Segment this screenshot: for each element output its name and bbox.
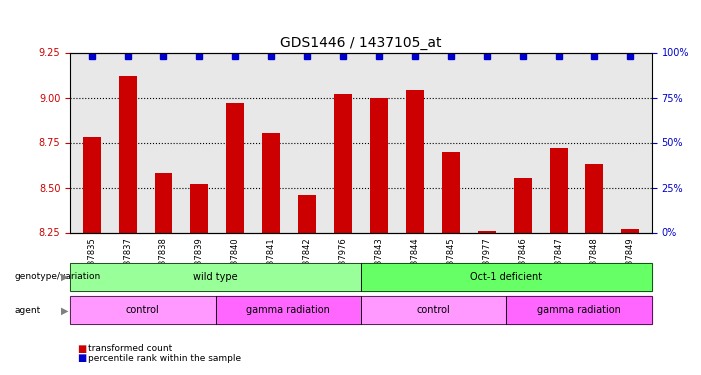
- Text: genotype/variation: genotype/variation: [14, 272, 100, 281]
- Text: gamma radiation: gamma radiation: [246, 305, 330, 315]
- Text: control: control: [126, 305, 160, 315]
- Bar: [118, 76, 137, 232]
- Bar: [478, 231, 496, 232]
- Bar: [83, 137, 101, 232]
- Bar: [226, 103, 244, 232]
- Text: ▶: ▶: [62, 305, 69, 315]
- Bar: [550, 148, 568, 232]
- Text: agent: agent: [14, 306, 40, 315]
- Bar: [585, 164, 604, 232]
- Text: percentile rank within the sample: percentile rank within the sample: [88, 354, 240, 363]
- Bar: [154, 173, 172, 232]
- Bar: [191, 184, 208, 232]
- Bar: [406, 90, 424, 232]
- Text: gamma radiation: gamma radiation: [537, 305, 621, 315]
- Bar: [370, 98, 388, 232]
- Bar: [442, 152, 460, 232]
- Text: ■: ■: [77, 353, 86, 363]
- Bar: [514, 178, 531, 232]
- Text: control: control: [417, 305, 451, 315]
- Text: ■: ■: [77, 344, 86, 354]
- Text: ▶: ▶: [62, 272, 69, 282]
- Text: Oct-1 deficient: Oct-1 deficient: [470, 272, 543, 282]
- Bar: [621, 229, 639, 232]
- Title: GDS1446 / 1437105_at: GDS1446 / 1437105_at: [280, 36, 442, 50]
- Bar: [298, 195, 316, 232]
- Bar: [334, 94, 352, 232]
- Bar: [262, 134, 280, 232]
- Text: wild type: wild type: [193, 272, 238, 282]
- Text: transformed count: transformed count: [88, 344, 172, 353]
